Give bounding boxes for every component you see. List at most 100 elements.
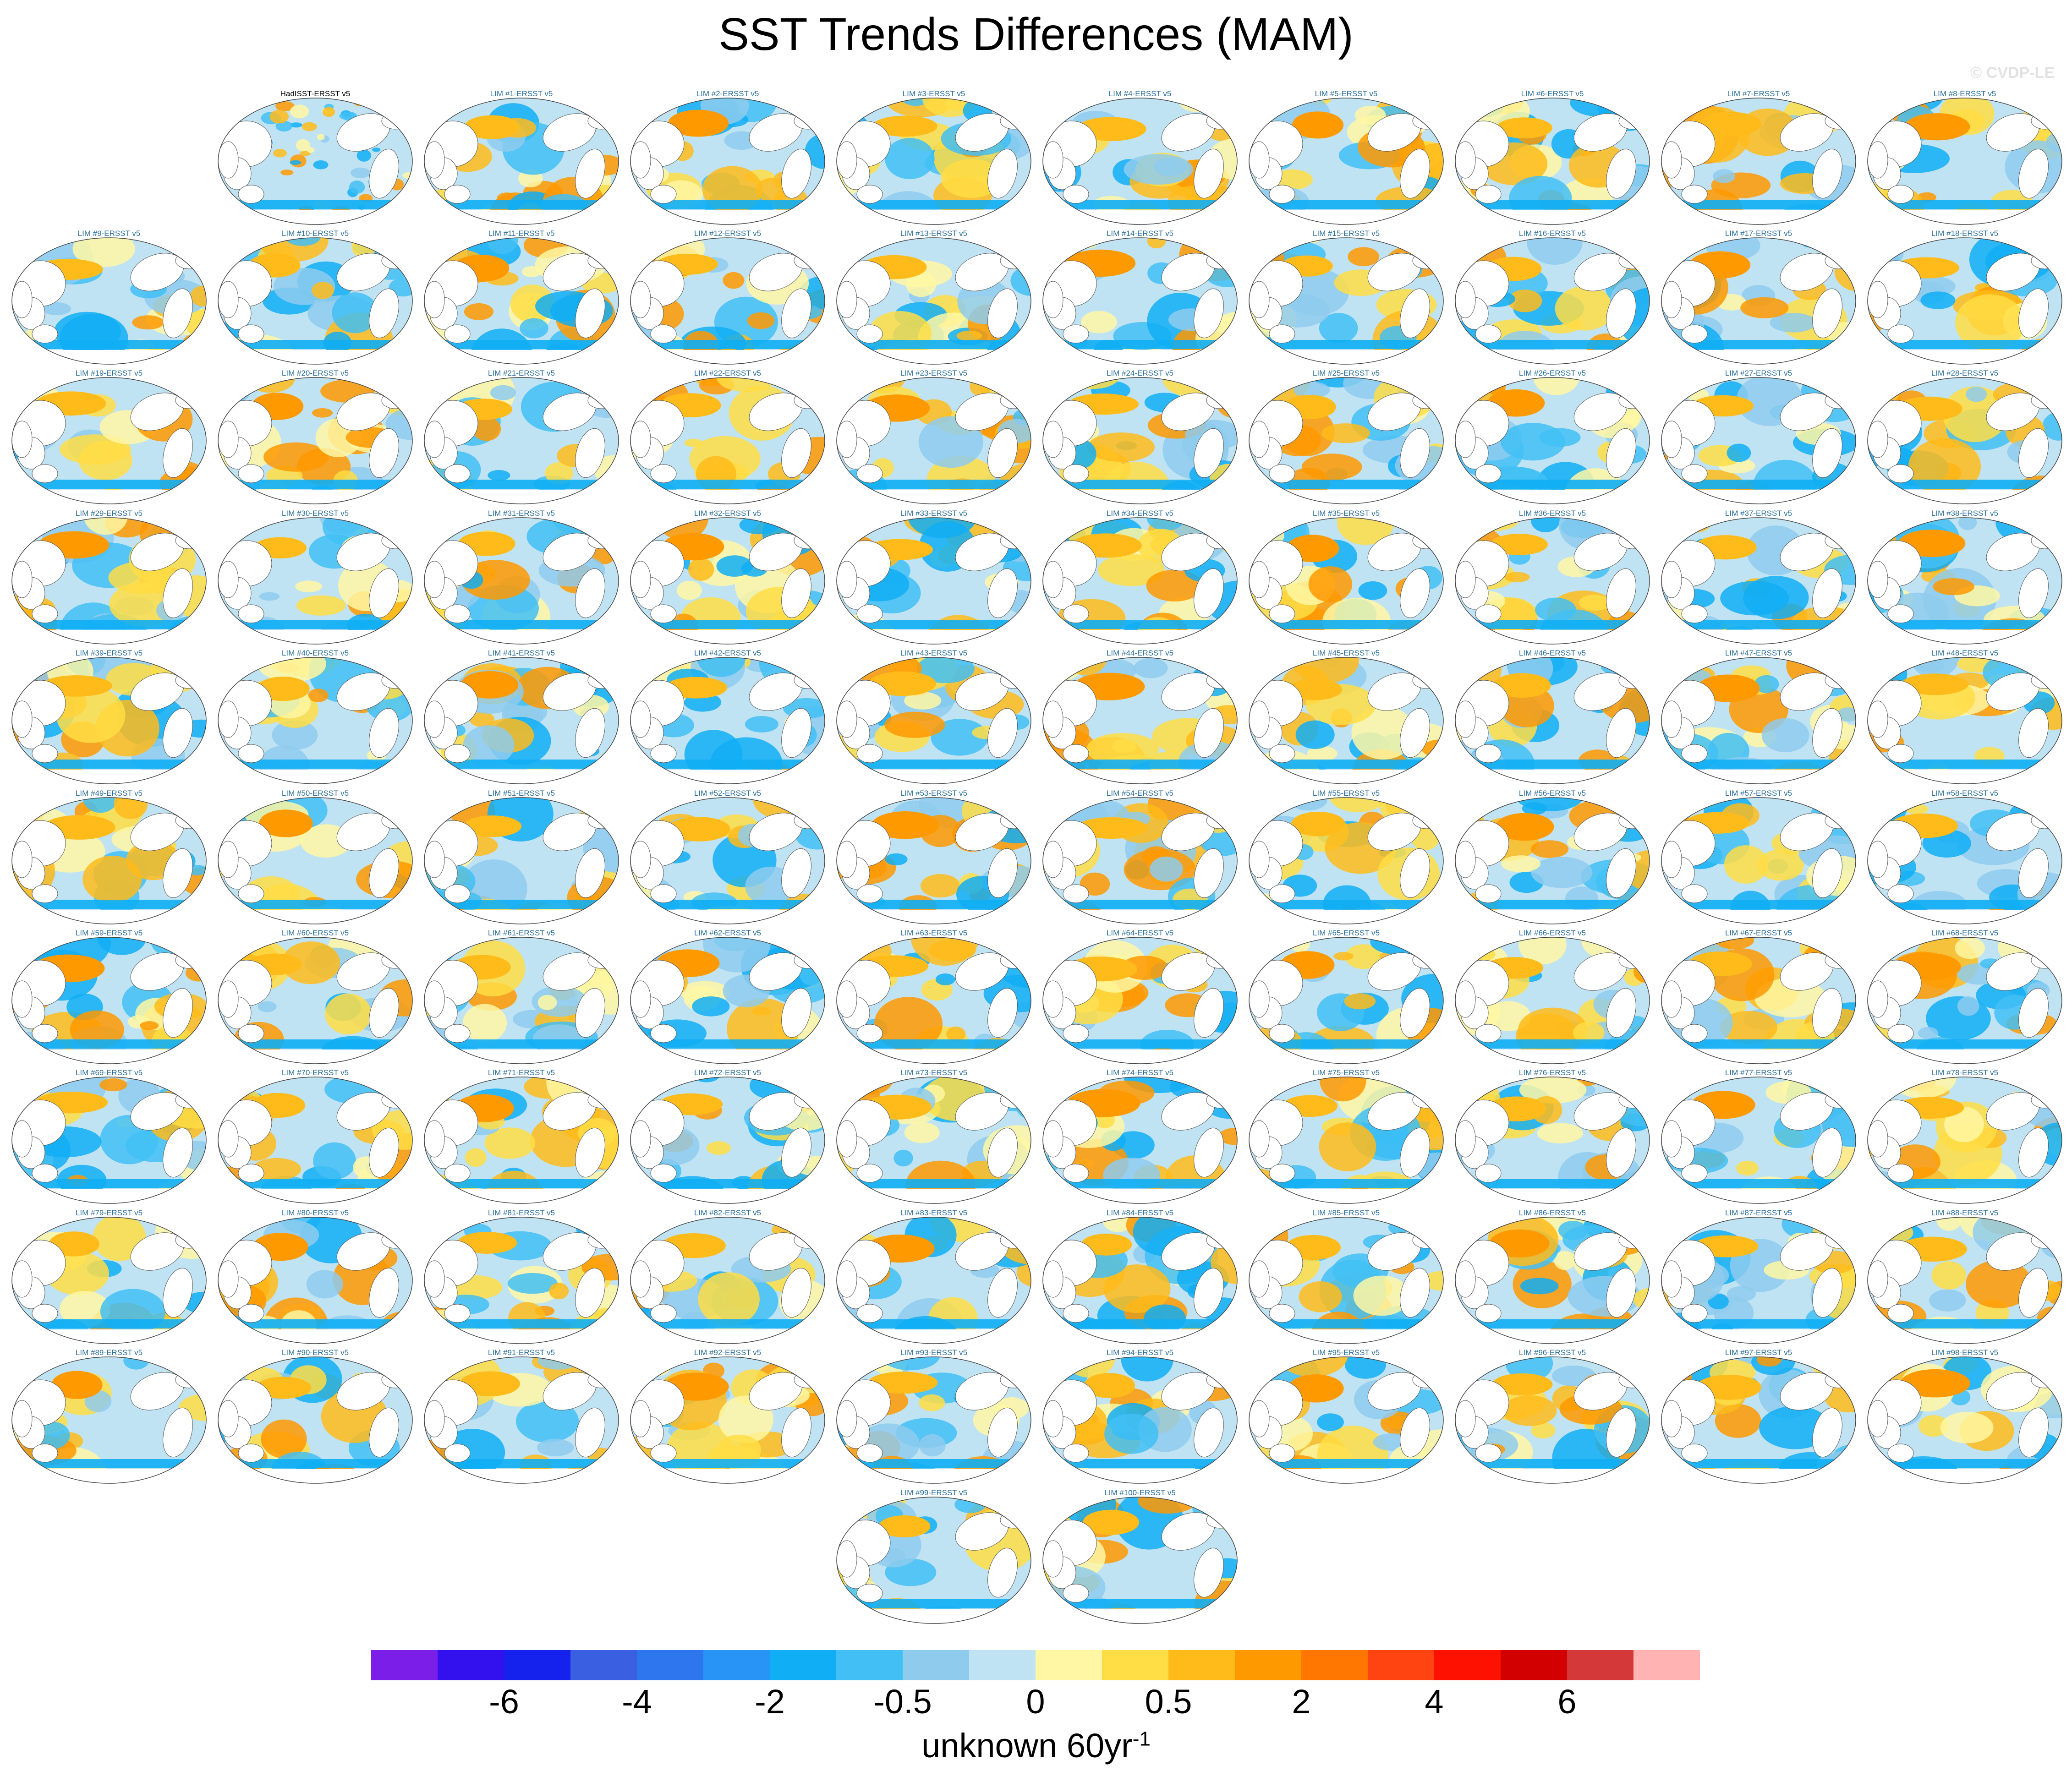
sst-map (1455, 1356, 1650, 1484)
sst-anomaly-patch (707, 1141, 731, 1155)
land-mass (856, 604, 883, 623)
land-mass (587, 672, 616, 689)
land-mass (424, 1400, 445, 1438)
sst-anomaly-patch (1121, 1357, 1173, 1382)
land-mass (1400, 568, 1430, 618)
panel-title: LIM #96-ERSST v5 (1518, 1348, 1586, 1357)
panel-title: LIM #72-ERSST v5 (694, 1068, 762, 1077)
map-outline (218, 657, 413, 784)
sst-anomaly-patch (545, 462, 574, 485)
sst-anomaly-patch (424, 1221, 446, 1234)
land-mass (369, 988, 399, 1038)
map-outline (1867, 237, 2062, 365)
land-mass (987, 568, 1018, 618)
land-mass (175, 392, 203, 409)
land-mass (987, 428, 1018, 478)
sst-anomaly-patch (931, 719, 988, 756)
sst-anomaly-patch (1321, 423, 1370, 443)
southern-ocean-band (218, 1039, 412, 1049)
land-mass (1812, 568, 1842, 618)
sst-anomaly-patch (174, 1335, 195, 1344)
land-mass (1681, 1443, 1708, 1463)
land-mass (650, 324, 677, 344)
sst-anomaly-patch (1146, 569, 1203, 601)
land-mass (856, 1584, 883, 1603)
land-mass (794, 252, 822, 269)
panel-title: LIM #68-ERSST v5 (1931, 929, 1999, 937)
sst-anomaly-patch (1868, 360, 1887, 364)
land-mass (32, 884, 58, 903)
sst-anomaly-patch (1009, 1474, 1031, 1484)
land-mass (1000, 532, 1028, 549)
map-panel: LIM #9-ERSST v5 (8, 229, 210, 366)
sst-anomaly-patch (1516, 797, 1584, 811)
land-mass (1618, 1091, 1647, 1109)
sst-anomaly-patch (323, 107, 335, 117)
land-mass (1412, 112, 1441, 130)
map-outline (836, 937, 1031, 1064)
sst-anomaly-patch (275, 120, 293, 132)
sst-anomaly-patch (837, 937, 864, 954)
map-outline (1042, 1077, 1238, 1204)
sst-anomaly-patch (630, 484, 648, 504)
land-mass (1887, 884, 1914, 903)
sst-anomaly-patch (42, 302, 71, 316)
land-mass (1455, 980, 1476, 1018)
panel-title: LIM #100-ERSST v5 (1104, 1488, 1176, 1497)
southern-ocean-band (1043, 1599, 1237, 1608)
sst-anomaly-patch (989, 797, 1031, 814)
colorbar-box (1501, 1650, 1568, 1680)
sst-anomaly-patch (56, 686, 126, 743)
sst-anomaly-patch (1957, 996, 1979, 1016)
land-mass (163, 288, 193, 339)
southern-ocean-band (424, 760, 619, 769)
sst-map (218, 1217, 413, 1344)
panel-title: LIM #34-ERSST v5 (1106, 508, 1174, 518)
land-mass (630, 700, 651, 738)
sst-anomaly-patch (424, 938, 441, 967)
land-mass (444, 884, 471, 903)
southern-ocean-band (424, 1039, 619, 1049)
sst-map (1661, 797, 1856, 924)
land-mass (575, 288, 605, 339)
map-panel: LIM #92-ERSST v5 (627, 1348, 828, 1486)
sst-map (630, 937, 825, 1064)
map-outline (11, 797, 207, 924)
sst-anomaly-patch (263, 443, 329, 472)
sst-anomaly-patch (252, 1158, 301, 1181)
land-mass (1812, 428, 1842, 478)
land-mass (587, 392, 616, 409)
sst-anomaly-patch (1844, 98, 1856, 104)
sst-anomaly-patch (698, 1272, 760, 1326)
southern-ocean-band (1249, 1319, 1443, 1328)
land-mass (2031, 392, 2059, 409)
southern-ocean-band (630, 1039, 825, 1049)
map-outline (1249, 98, 1444, 225)
land-mass (1412, 1231, 1441, 1249)
sst-map (1249, 797, 1444, 924)
sst-anomaly-patch (1043, 1041, 1075, 1064)
sst-anomaly-patch (1868, 905, 1894, 922)
southern-ocean-band (218, 1319, 412, 1328)
sst-anomaly-patch (261, 1419, 307, 1459)
sst-map (424, 98, 619, 225)
map-outline (1661, 377, 1856, 505)
land-mass (837, 841, 857, 878)
southern-ocean-band (218, 899, 412, 909)
southern-ocean-band (1868, 1319, 2062, 1328)
land-mass (424, 561, 445, 598)
southern-ocean-band (1661, 1319, 1856, 1328)
colorbar-tick-label: -0.5 (873, 1683, 932, 1721)
map-panel: LIM #46-ERSST v5 (1452, 649, 1653, 786)
map-outline (11, 1217, 207, 1344)
sst-map (836, 237, 1031, 365)
sst-map (630, 657, 825, 784)
sst-map (1661, 517, 1856, 645)
land-mass (1812, 288, 1842, 339)
land-mass (1661, 980, 1682, 1018)
map-panel: LIM #18-ERSST v5 (1864, 229, 2066, 366)
land-mass (1249, 421, 1270, 458)
panel-title: LIM #18-ERSST v5 (1931, 229, 1999, 238)
land-mass (1887, 1024, 1914, 1043)
sst-anomaly-patch (1259, 238, 1281, 246)
